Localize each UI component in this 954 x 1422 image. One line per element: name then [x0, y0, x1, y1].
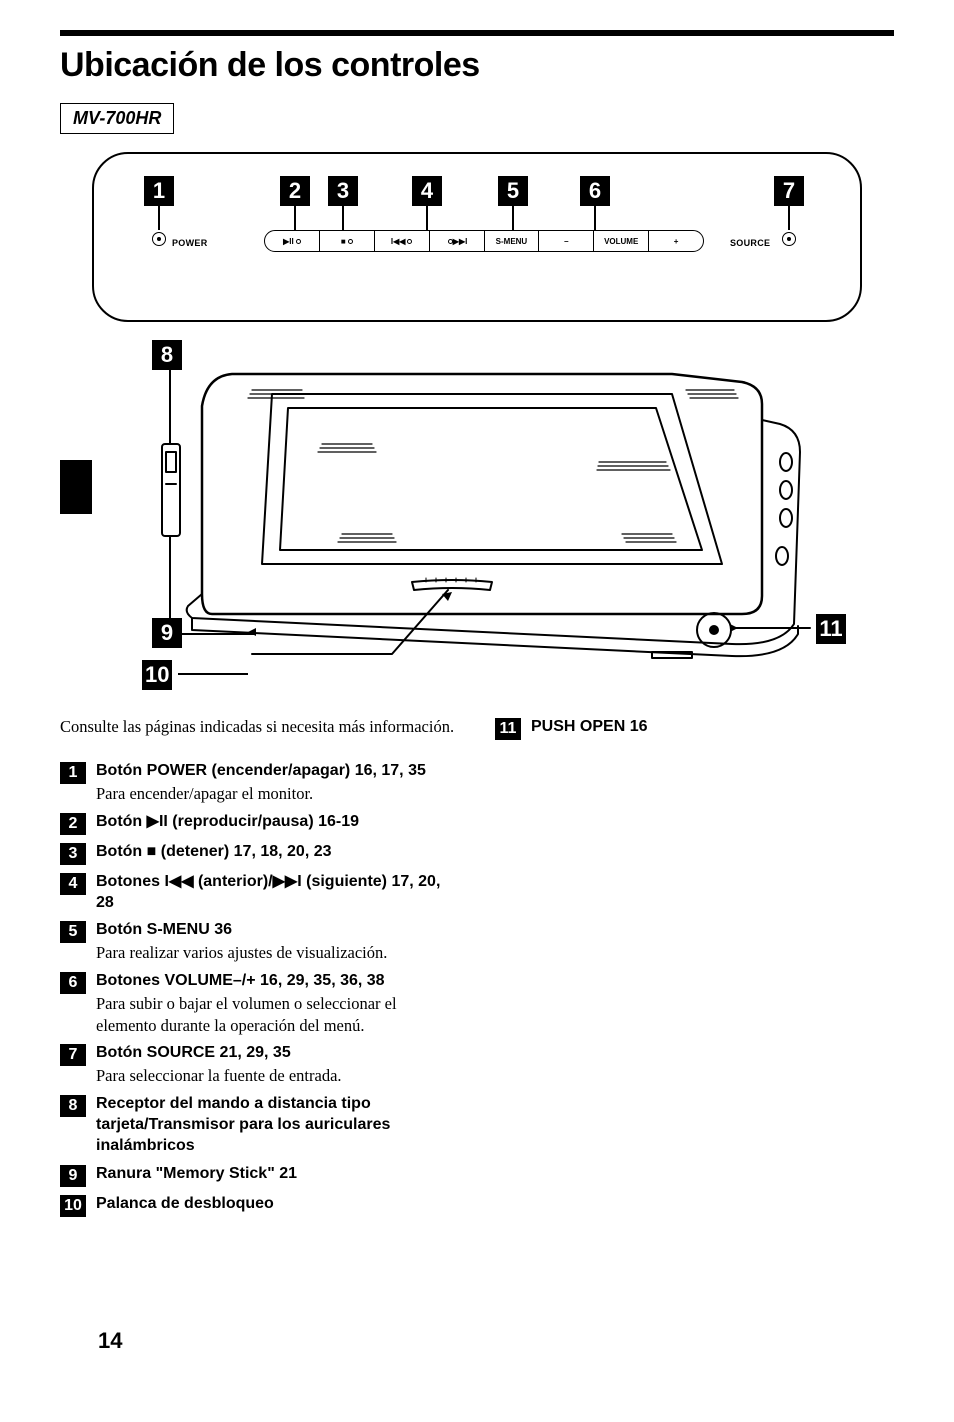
- legend-content: Botones I◀◀ (anterior)/▶▶I (siguiente) 1…: [96, 871, 459, 913]
- legend-number: 10: [60, 1195, 86, 1217]
- legend-number: 6: [60, 972, 86, 994]
- callout-3: 3: [328, 176, 358, 206]
- legend-desc: Para subir o bajar el volumen o seleccio…: [96, 993, 459, 1037]
- legend-number: 5: [60, 921, 86, 943]
- legend-content: Botón SOURCE 21, 29, 35Para seleccionar …: [96, 1042, 459, 1087]
- volume-label: VOLUME: [594, 231, 649, 251]
- play-pause-icon: ▶II: [265, 231, 320, 251]
- legend-desc: Para encender/apagar el monitor.: [96, 783, 459, 805]
- legend-item: 7 Botón SOURCE 21, 29, 35Para seleccionar…: [60, 1042, 459, 1087]
- legend-item: 6 Botones VOLUME–/+ 16, 29, 35, 36, 38Par…: [60, 970, 459, 1037]
- callout-2: 2: [280, 176, 310, 206]
- legend-head: Palanca de desbloqueo: [96, 1193, 459, 1214]
- legend-head: Receptor del mando a distancia tipo tarj…: [96, 1093, 459, 1156]
- legend-item: 1 Botón POWER (encender/apagar) 16, 17, 3…: [60, 760, 459, 805]
- button-row: ▶II ■ I◀◀ ▶▶I S-MENU – VOLUME +: [264, 230, 704, 252]
- legend-head: Botones I◀◀ (anterior)/▶▶I (siguiente) 1…: [96, 871, 459, 913]
- legend-head: PUSH OPEN 16: [531, 716, 894, 737]
- intro-text: Consulte las páginas indicadas si necesi…: [60, 716, 459, 738]
- legend-content: Botones VOLUME–/+ 16, 29, 35, 36, 38Para…: [96, 970, 459, 1037]
- legend-head: Ranura "Memory Stick" 21: [96, 1163, 459, 1184]
- legend-item: 11 PUSH OPEN 16: [495, 716, 894, 740]
- legend-content: Botón ■ (detener) 17, 18, 20, 23: [96, 841, 459, 862]
- callout-10: 10: [142, 660, 172, 690]
- legend-head: Botón S-MENU 36: [96, 919, 459, 940]
- legend-head: Botones VOLUME–/+ 16, 29, 35, 36, 38: [96, 970, 459, 991]
- legend-content: Palanca de desbloqueo: [96, 1193, 459, 1214]
- stop-icon: ■: [320, 231, 375, 251]
- callout-row: 1 2 3 4 5 6 7: [94, 176, 860, 212]
- legend-item: 5 Botón S-MENU 36Para realizar varios aju…: [60, 919, 459, 964]
- device-figure: 8 9 10 11: [92, 334, 862, 694]
- legend-item: 9 Ranura "Memory Stick" 21: [60, 1163, 459, 1187]
- legend-content: Receptor del mando a distancia tipo tarj…: [96, 1093, 459, 1156]
- callout-8: 8: [152, 340, 182, 370]
- callout-7: 7: [774, 176, 804, 206]
- legend-head: Botón ■ (detener) 17, 18, 20, 23: [96, 841, 459, 862]
- prev-icon: I◀◀: [375, 231, 430, 251]
- leader: [426, 206, 428, 230]
- callout-5: 5: [498, 176, 528, 206]
- control-panel-diagram: 1 2 3 4 5 6 7 POWER ▶II ■ I◀◀ ▶▶I S-MENU…: [92, 152, 862, 322]
- legend-item: 2 Botón ▶II (reproducir/pausa) 16-19: [60, 811, 459, 835]
- legend-number: 4: [60, 873, 86, 895]
- leader: [158, 206, 160, 230]
- next-icon: ▶▶I: [430, 231, 485, 251]
- power-label: POWER: [172, 238, 208, 248]
- legend-item: 3 Botón ■ (detener) 17, 18, 20, 23: [60, 841, 459, 865]
- leader: [294, 206, 296, 230]
- legend-number: 2: [60, 813, 86, 835]
- body-columns: Consulte las páginas indicadas si necesi…: [60, 716, 894, 1223]
- callout-1: 1: [144, 176, 174, 206]
- legend-desc: Para realizar varios ajustes de visualiz…: [96, 942, 459, 964]
- callout-11: 11: [816, 614, 846, 644]
- source-button-icon: [782, 232, 796, 246]
- legend-number: 11: [495, 718, 521, 740]
- smenu-label: S-MENU: [485, 231, 540, 251]
- leader: [342, 206, 344, 230]
- legend-content: Botón ▶II (reproducir/pausa) 16-19: [96, 811, 459, 832]
- legend-content: Ranura "Memory Stick" 21: [96, 1163, 459, 1184]
- callout-9: 9: [152, 618, 182, 648]
- leader: [594, 206, 596, 230]
- legend-head: Botón ▶II (reproducir/pausa) 16-19: [96, 811, 459, 832]
- leader: [788, 206, 790, 230]
- legend-head: Botón SOURCE 21, 29, 35: [96, 1042, 459, 1063]
- legend-desc: Para seleccionar la fuente de entrada.: [96, 1065, 459, 1087]
- legend-number: 7: [60, 1044, 86, 1066]
- legend-number: 8: [60, 1095, 86, 1117]
- legend-item: 4 Botones I◀◀ (anterior)/▶▶I (siguiente) …: [60, 871, 459, 913]
- power-button-icon: [152, 232, 166, 246]
- device-svg: [92, 334, 862, 694]
- model-box: MV-700HR: [60, 103, 174, 134]
- thumb-tab: [60, 460, 92, 514]
- legend-content: PUSH OPEN 16: [531, 716, 894, 737]
- vol-minus-label: –: [539, 231, 594, 251]
- legend-number: 9: [60, 1165, 86, 1187]
- source-label: SOURCE: [730, 238, 770, 248]
- legend-number: 1: [60, 762, 86, 784]
- callout-6: 6: [580, 176, 610, 206]
- callout-4: 4: [412, 176, 442, 206]
- left-column: Consulte las páginas indicadas si necesi…: [60, 716, 459, 1223]
- legend-content: Botón S-MENU 36Para realizar varios ajus…: [96, 919, 459, 964]
- leader: [512, 206, 514, 230]
- right-column: 11 PUSH OPEN 16: [495, 716, 894, 1223]
- legend-item: 8 Receptor del mando a distancia tipo tar…: [60, 1093, 459, 1156]
- legend-head: Botón POWER (encender/apagar) 16, 17, 35: [96, 760, 459, 781]
- legend-item: 10 Palanca de desbloqueo: [60, 1193, 459, 1217]
- vol-plus-label: +: [649, 231, 703, 251]
- leader: [178, 673, 248, 675]
- top-rule: [60, 30, 894, 36]
- page-title: Ubicación de los controles: [60, 46, 894, 85]
- page-number: 14: [98, 1328, 122, 1354]
- legend-number: 3: [60, 843, 86, 865]
- legend-content: Botón POWER (encender/apagar) 16, 17, 35…: [96, 760, 459, 805]
